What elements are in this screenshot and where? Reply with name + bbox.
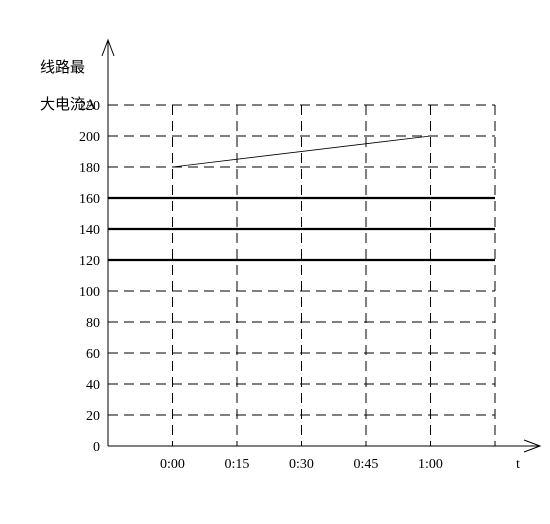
x-tick-label: 0:15 [225,457,250,472]
y-tick-label: 80 [86,316,100,331]
y-tick-label: 140 [79,223,100,238]
y-tick-label: 100 [79,285,100,300]
y-axis-title: 线路最 大电流A [25,40,96,134]
x-tick-label: 0:00 [160,457,185,472]
y-tick-label: 180 [79,161,100,176]
y-tick-label: 20 [86,409,100,424]
x-tick-label: 0:30 [289,457,314,472]
y-tick-label: 60 [86,347,100,362]
y-tick-label: 40 [86,378,100,393]
y-axis-title-line1: 线路最 [40,60,85,76]
x-tick-label: 0:45 [354,457,379,472]
y-tick-label: 160 [79,192,100,207]
y-tick-label: 120 [79,254,100,269]
chart-stage: 线路最 大电流A 0204060801001201401601802002200… [0,0,550,519]
y-tick-label: 0 [93,440,100,455]
y-axis-title-line2: 大电流A [40,97,96,113]
x-axis-title: t [516,457,520,472]
x-tick-label: 1:00 [418,457,443,472]
